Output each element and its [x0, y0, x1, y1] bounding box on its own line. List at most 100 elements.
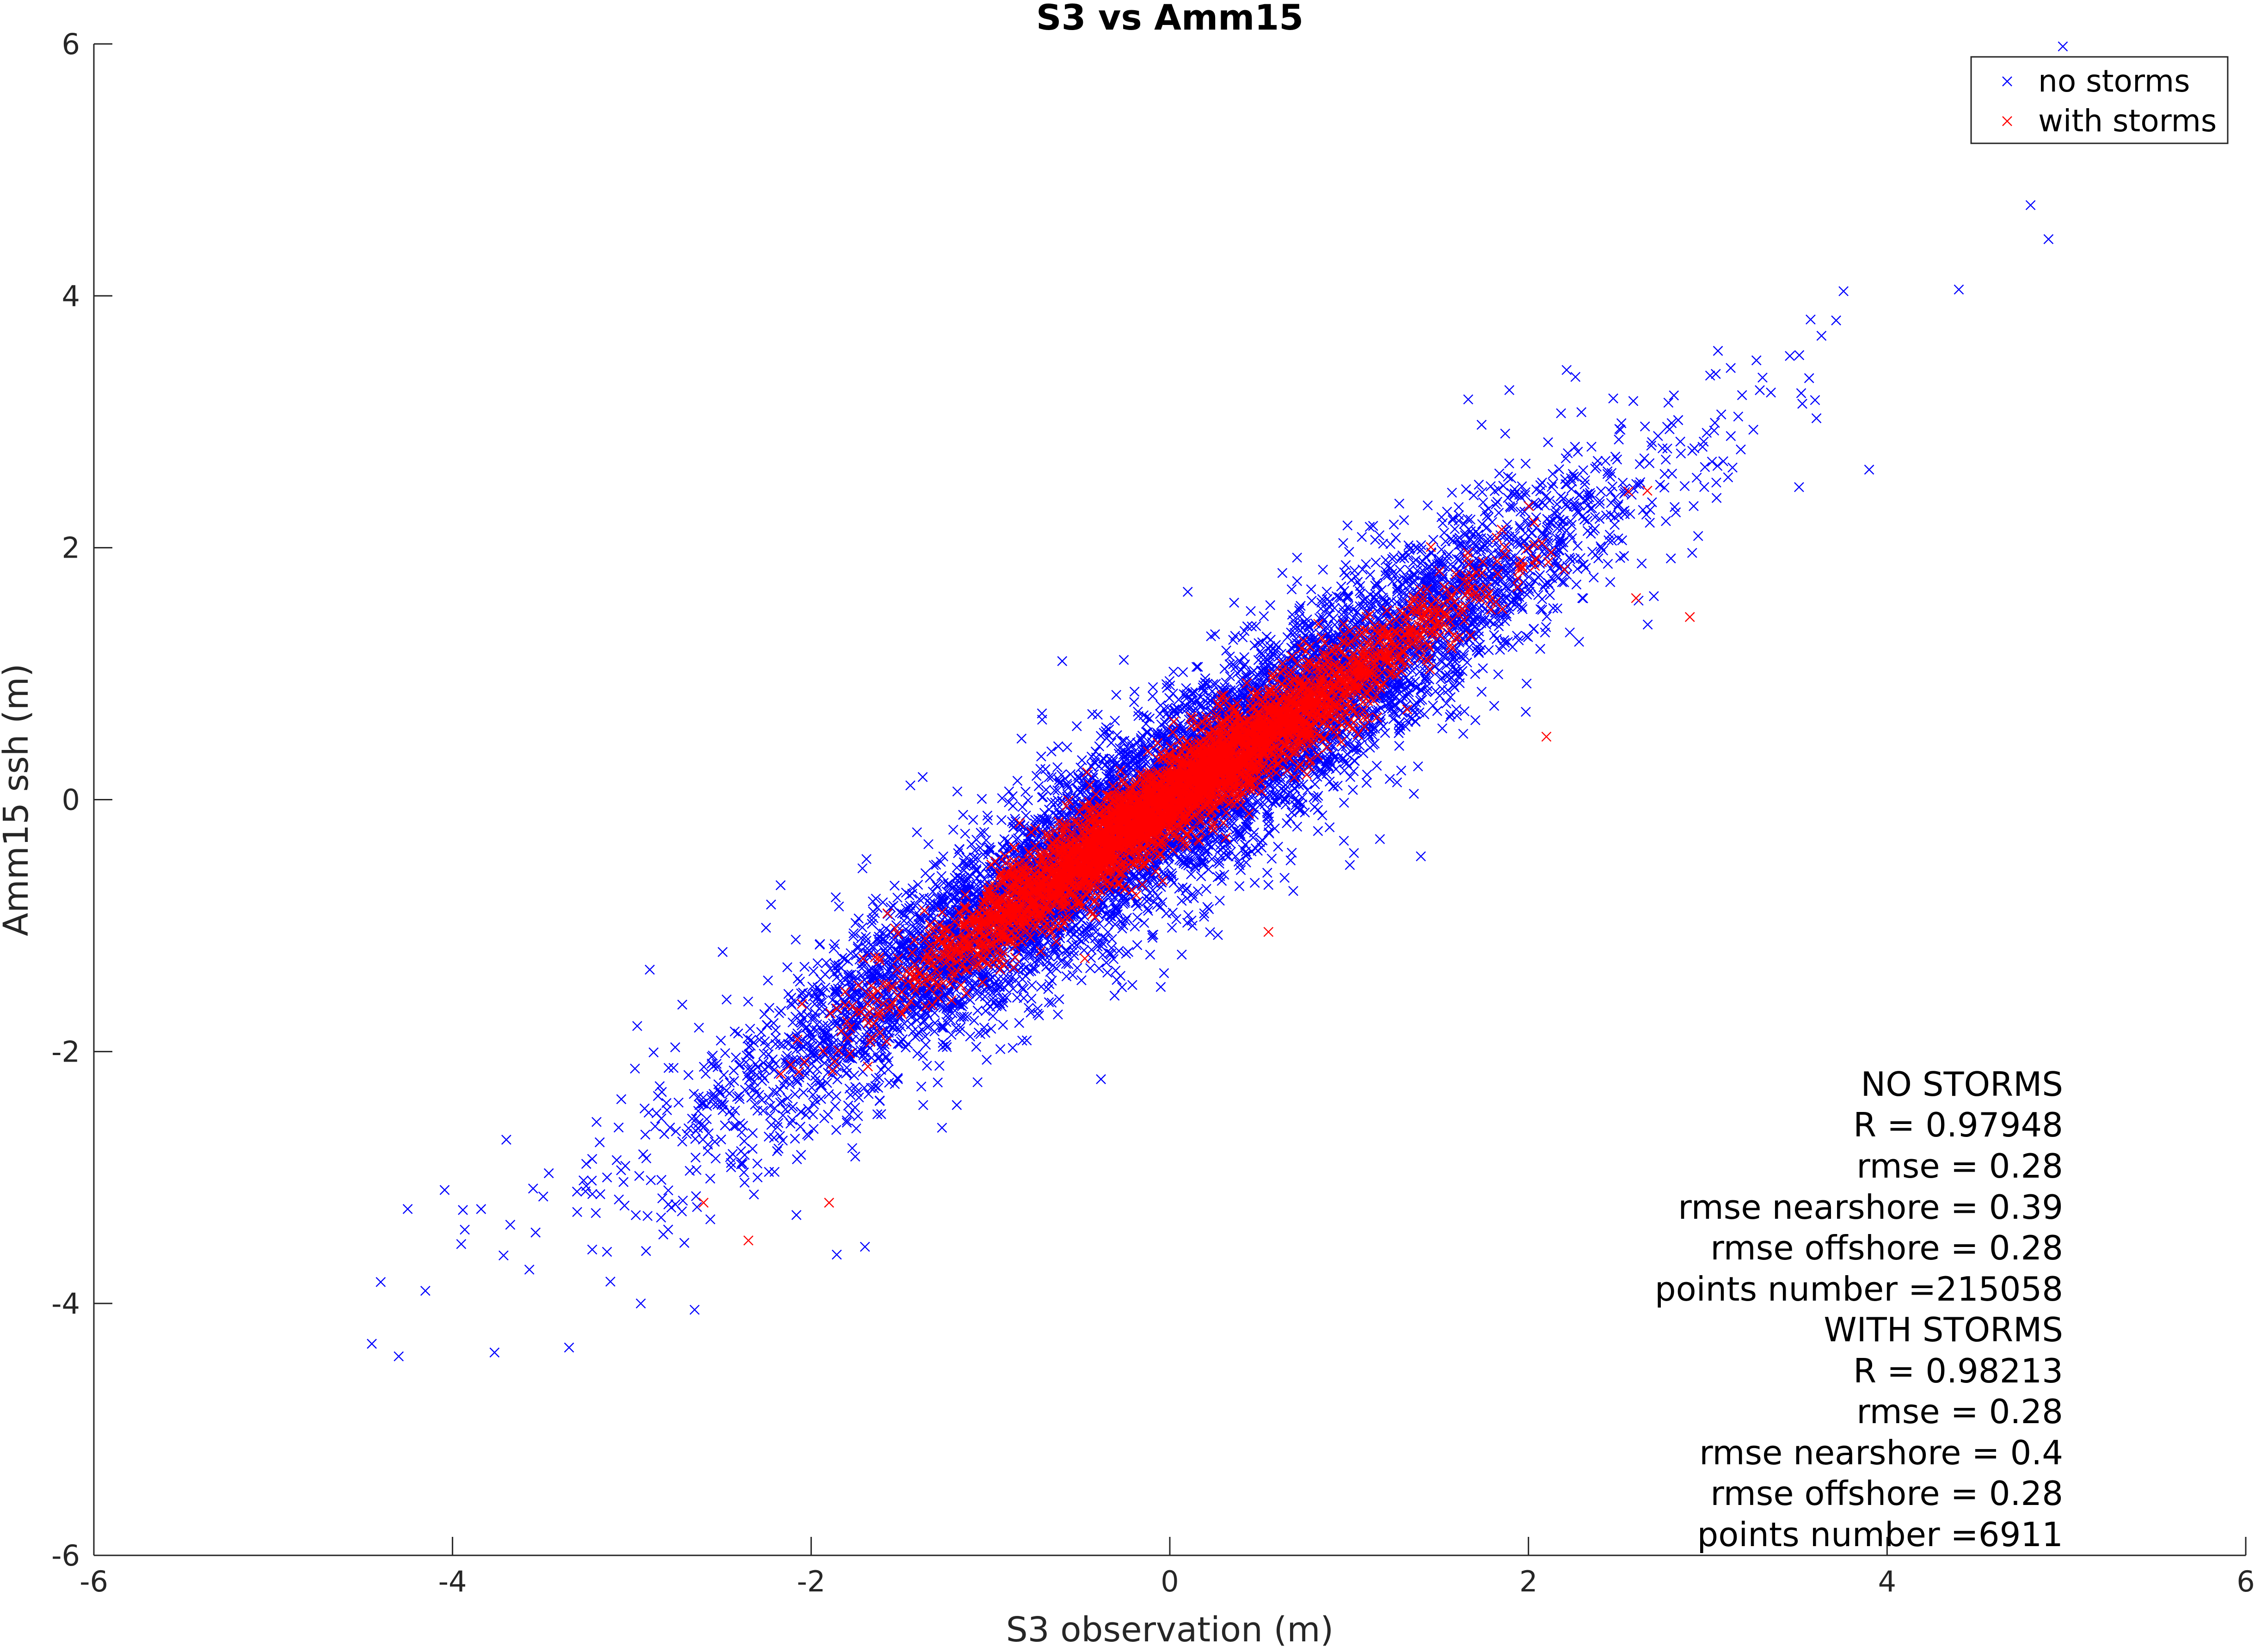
data-point [1062, 742, 1072, 753]
data-point [1459, 706, 1470, 717]
data-point [1225, 651, 1235, 662]
data-point [831, 1249, 842, 1260]
data-point [822, 1078, 832, 1088]
data-point [1524, 579, 1534, 590]
data-point [1556, 408, 1566, 418]
data-point [1544, 496, 1555, 506]
data-point [952, 862, 962, 873]
data-point [1470, 669, 1481, 679]
data-point [1234, 860, 1245, 871]
data-point [705, 1173, 715, 1184]
data-point [1026, 994, 1037, 1004]
data-point [1615, 553, 1625, 563]
data-point [634, 1171, 645, 1181]
data-point [885, 902, 896, 913]
data-point [1046, 997, 1057, 1008]
data-point [1569, 498, 1580, 509]
data-point [1370, 580, 1380, 591]
data-point [1679, 481, 1690, 491]
data-point [1702, 428, 1712, 438]
data-point [1279, 872, 1290, 883]
data-point [796, 1044, 806, 1054]
data-point [1313, 826, 1323, 836]
data-point [1419, 709, 1430, 719]
data-point [1130, 921, 1140, 932]
data-point [1133, 706, 1143, 717]
data-point [662, 1105, 672, 1115]
data-point [1094, 963, 1104, 974]
data-point [1785, 351, 1795, 361]
data-point [1478, 497, 1488, 508]
data-point [1285, 813, 1296, 824]
data-point [1288, 886, 1298, 896]
data-point [1548, 479, 1558, 489]
data-point [816, 1094, 826, 1104]
data-point [808, 966, 819, 976]
data-point [1045, 967, 1056, 977]
data-point [1382, 678, 1392, 688]
data-point [1649, 591, 1659, 602]
data-point [1063, 959, 1074, 969]
data-point [630, 1063, 640, 1074]
data-point [910, 900, 921, 911]
data-point [688, 1089, 699, 1099]
data-point [611, 1155, 622, 1166]
data-point [1592, 456, 1603, 466]
data-point [952, 1100, 962, 1110]
data-point [572, 1186, 582, 1197]
data-point [1364, 522, 1375, 532]
data-point [1255, 837, 1265, 847]
data-point [1576, 407, 1587, 418]
data-point [1358, 748, 1369, 759]
data-point [640, 1130, 651, 1140]
data-point [1447, 487, 1457, 498]
data-point [1026, 980, 1037, 990]
data-point [998, 1019, 1008, 1030]
data-point [916, 1011, 927, 1021]
data-point [1344, 604, 1354, 614]
data-point [1428, 700, 1438, 711]
data-point [1420, 673, 1431, 684]
data-point [736, 1159, 746, 1170]
data-point [873, 1082, 884, 1093]
data-point [1521, 706, 1531, 717]
data-point [778, 1110, 788, 1121]
data-point [1139, 918, 1149, 928]
data-point [1422, 500, 1433, 511]
data-point [1520, 487, 1531, 497]
data-point [1205, 927, 1215, 938]
data-point [732, 1092, 743, 1102]
data-point [1636, 558, 1647, 569]
data-point [591, 1117, 602, 1127]
points-layer [367, 41, 2068, 1362]
data-point [701, 1114, 712, 1124]
data-point [1757, 372, 1768, 383]
data-point [775, 880, 786, 890]
data-point [460, 1224, 470, 1235]
data-point [656, 1212, 666, 1223]
data-point [1263, 880, 1274, 890]
data-point [670, 1042, 681, 1052]
data-point [848, 931, 859, 942]
data-point [1659, 469, 1670, 479]
data-point [981, 835, 991, 846]
data-point [923, 839, 934, 849]
data-point [1110, 919, 1120, 929]
data-point [850, 918, 861, 928]
data-point [1612, 454, 1622, 465]
data-point [1391, 533, 1401, 543]
data-point [1655, 479, 1665, 490]
data-point [1251, 621, 1261, 631]
data-point [1054, 774, 1064, 785]
data-point [844, 1053, 854, 1063]
data-point [842, 1115, 852, 1126]
data-point [1657, 443, 1668, 454]
data-point [871, 1074, 881, 1084]
data-point [1705, 370, 1715, 381]
data-point [844, 1109, 854, 1120]
data-point [1456, 540, 1467, 550]
data-point [892, 892, 903, 903]
data-point [1054, 778, 1064, 789]
data-point [710, 1136, 720, 1147]
